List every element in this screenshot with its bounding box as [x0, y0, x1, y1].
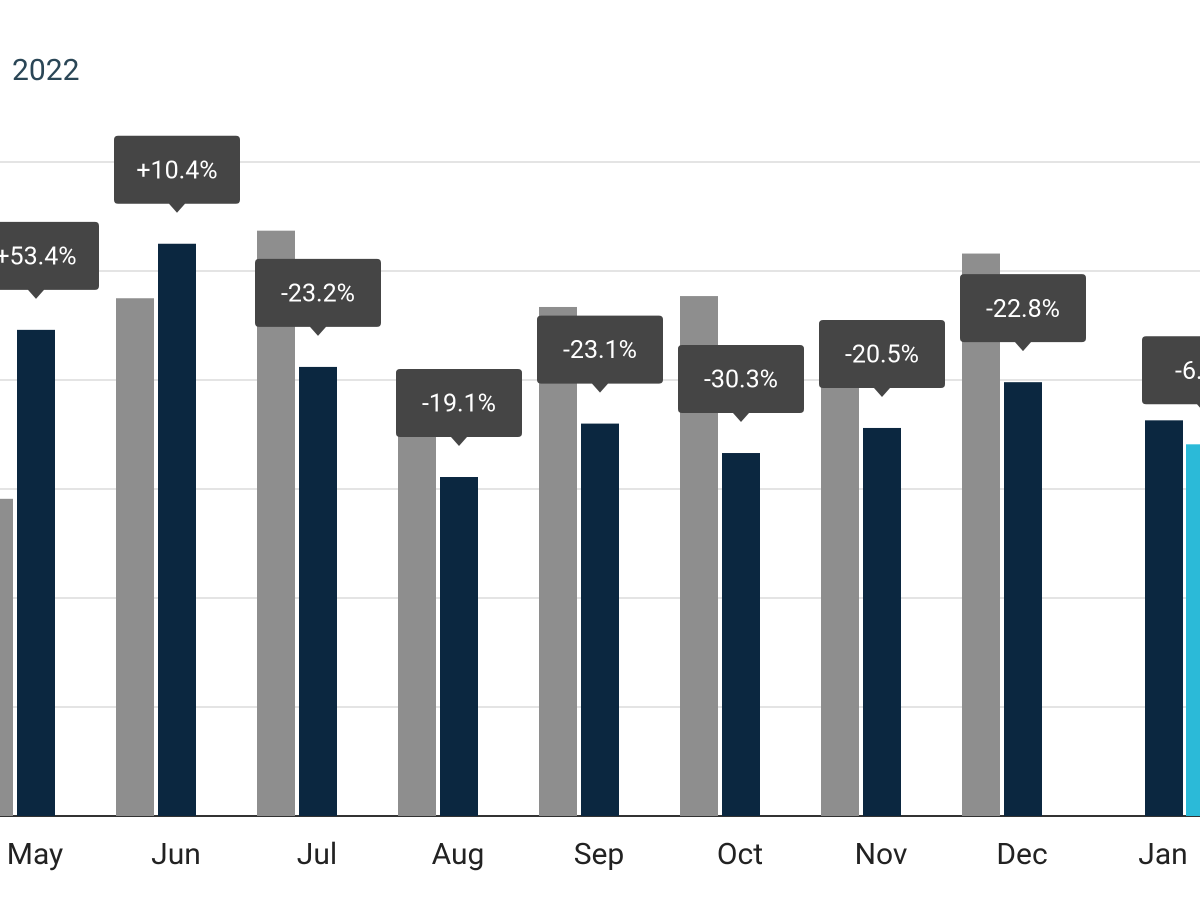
annotation-label: -20.5%: [845, 341, 919, 370]
annotation-label: -23.2%: [281, 280, 355, 309]
bar: [257, 230, 295, 817]
annotation-box: [0, 221, 99, 299]
annotation-box: [537, 315, 663, 393]
bar: [398, 397, 436, 816]
annotation-box: [960, 274, 1086, 352]
annotation: -22.8%: [960, 274, 1086, 352]
bar: [539, 306, 577, 816]
annotation: -23.2%: [255, 258, 381, 336]
bar: [1004, 382, 1042, 816]
x-tick-label: Oct: [717, 837, 763, 872]
bar: [821, 327, 859, 816]
annotation-label: +53.4%: [0, 242, 77, 271]
annotation: +53.4%: [0, 221, 99, 299]
bar: [299, 366, 337, 816]
x-tick-label: Jul: [297, 837, 337, 872]
bar: [962, 253, 1000, 816]
x-tick-label: Dec: [996, 837, 1047, 872]
x-tick-label: May: [7, 837, 63, 872]
annotation-label: -19.1%: [422, 390, 496, 419]
x-tick-label: Aug: [432, 837, 485, 872]
annotation-label: -30.3%: [704, 366, 778, 395]
annotation-label: +10.4%: [136, 156, 217, 185]
annotation-box: [819, 319, 945, 397]
bar: [17, 329, 55, 816]
bar: [440, 477, 478, 816]
bar: [158, 243, 196, 816]
bar: [0, 498, 13, 816]
annotation-label: -22.8%: [986, 295, 1060, 324]
legend-label: 2022: [12, 53, 79, 88]
bar: [1186, 444, 1200, 816]
bar: [116, 298, 154, 816]
annotation: -30.3%: [678, 345, 804, 423]
annotation-box: [678, 345, 804, 423]
annotation: -23.1%: [537, 315, 663, 393]
annotation: -20.5%: [819, 319, 945, 397]
annotation-label: -23.1%: [563, 336, 637, 365]
annotation: +10.4%: [114, 135, 240, 213]
annotation-label: -6.1%: [1175, 357, 1200, 386]
annotation: -6.1%: [1142, 336, 1200, 408]
x-tick-label: Nov: [855, 837, 908, 872]
annotation-box: [114, 135, 240, 213]
annotation-box: [396, 369, 522, 447]
bar: [722, 453, 760, 816]
x-tick-label: Jun: [151, 837, 201, 872]
annotation: -19.1%: [396, 369, 522, 447]
annotation-box: [255, 258, 381, 336]
x-tick-label: Jan: [1138, 837, 1187, 872]
bar: [863, 427, 901, 816]
bar: [1145, 420, 1183, 816]
annotation-box: [1142, 336, 1200, 408]
bar: [581, 423, 619, 816]
x-tick-label: Sep: [574, 837, 625, 872]
